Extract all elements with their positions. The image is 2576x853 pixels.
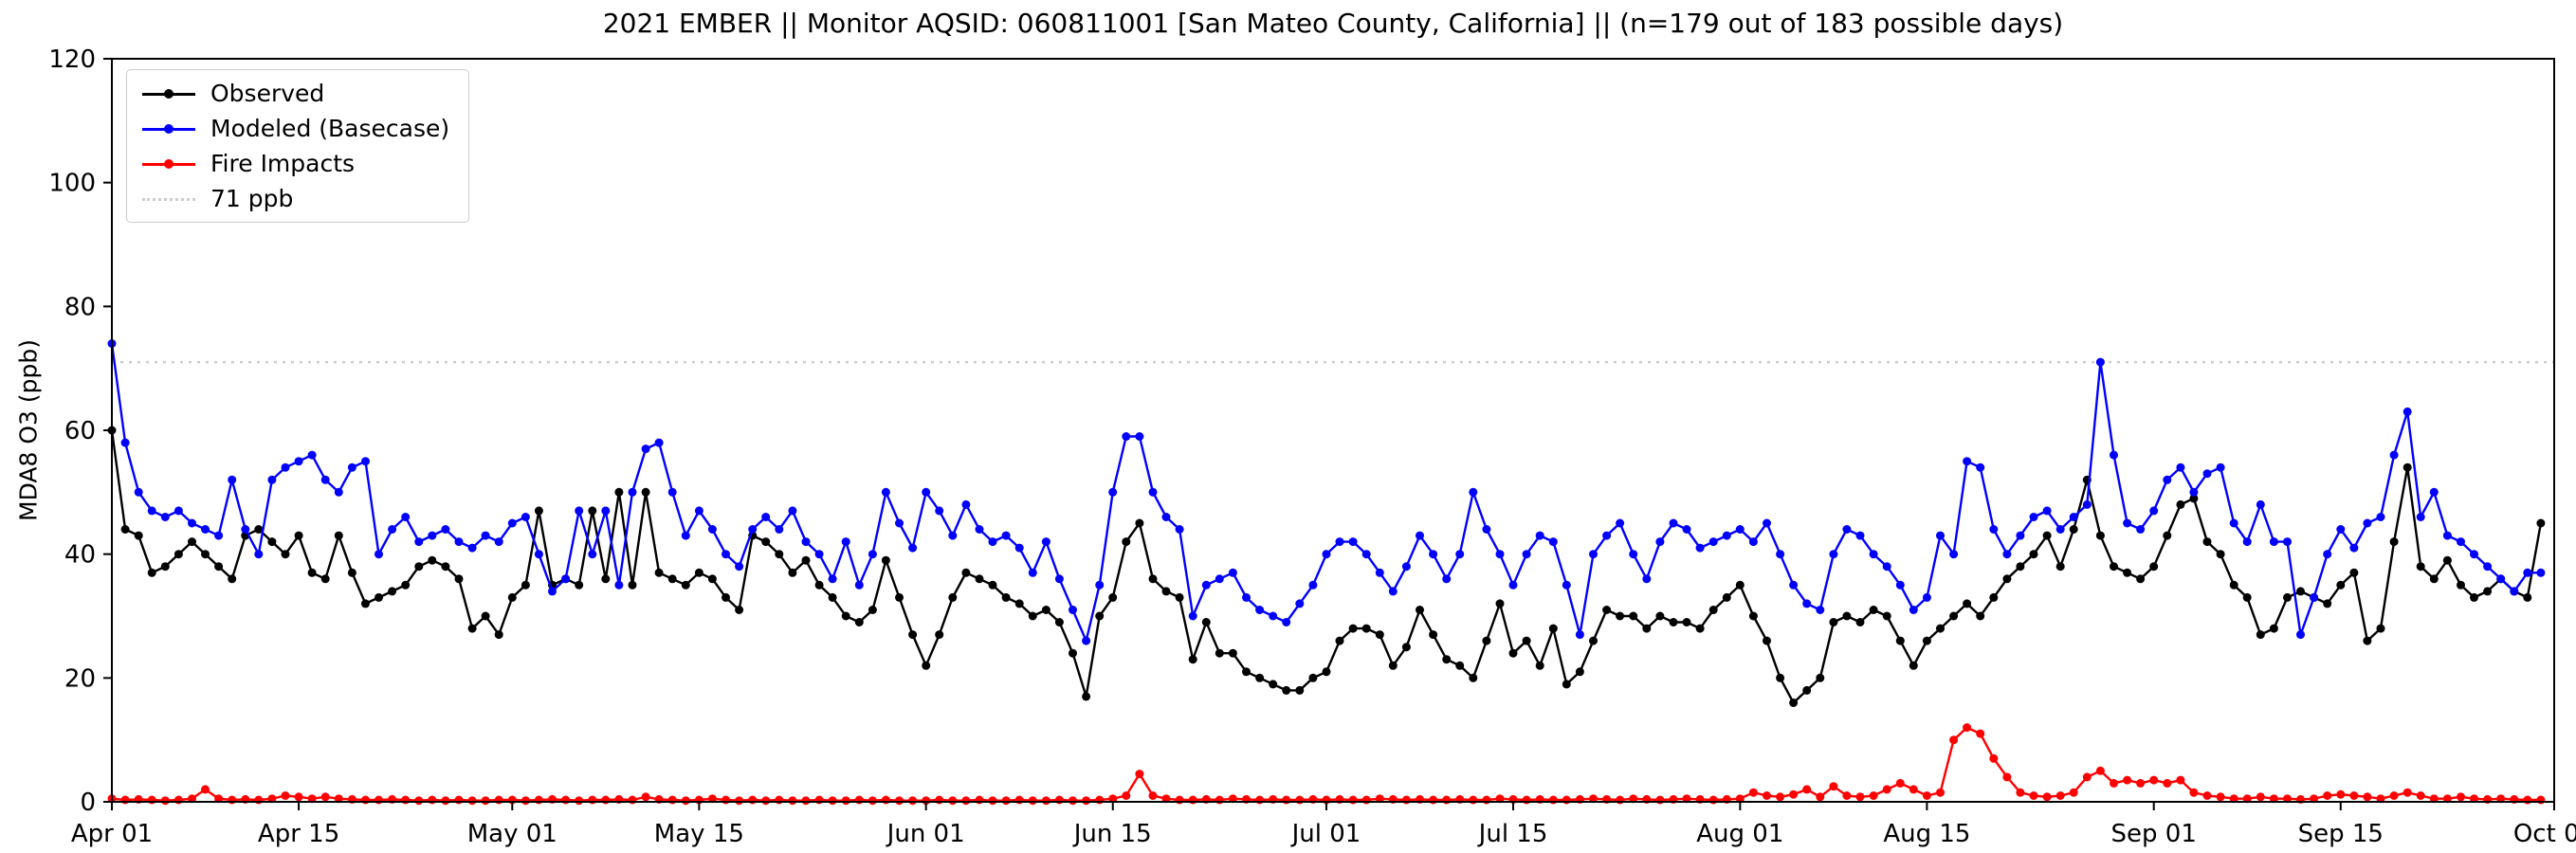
x-tick-label: Sep 15 bbox=[2298, 820, 2384, 848]
x-tick-label: Apr 15 bbox=[258, 820, 339, 848]
legend-item-fire: Fire Impacts bbox=[142, 152, 449, 175]
y-tick-label: 40 bbox=[64, 541, 96, 570]
x-tick-label: Apr 01 bbox=[71, 820, 153, 848]
chart-title: 2021 EMBER || Monitor AQSID: 060811001 [… bbox=[602, 8, 2064, 39]
x-tick-label: Jun 15 bbox=[1072, 820, 1152, 848]
legend-label-threshold: 71 ppb bbox=[210, 185, 294, 212]
x-tick-label: Aug 15 bbox=[1883, 820, 1970, 848]
threshold-line-sample bbox=[142, 193, 195, 205]
x-tick-label: May 15 bbox=[654, 820, 744, 848]
y-tick-label: 60 bbox=[64, 417, 96, 445]
plot-frame bbox=[111, 58, 2555, 803]
observed-line-sample bbox=[142, 88, 195, 100]
x-tick-label: May 01 bbox=[467, 820, 557, 848]
y-tick-label: 0 bbox=[80, 789, 96, 817]
modeled-line-sample bbox=[142, 123, 195, 135]
legend-item-threshold: 71 ppb bbox=[142, 187, 449, 210]
y-tick-label: 100 bbox=[48, 170, 96, 198]
x-tick-label: Jul 15 bbox=[1477, 820, 1548, 848]
x-tick-label: Aug 01 bbox=[1696, 820, 1783, 848]
y-tick-label: 20 bbox=[64, 664, 96, 693]
fire-line-sample bbox=[142, 158, 195, 170]
x-tick-label: Oct 01 bbox=[2513, 820, 2576, 848]
x-tick-label: Jun 01 bbox=[886, 820, 965, 848]
y-tick-label: 80 bbox=[64, 293, 96, 321]
legend-item-observed: Observed bbox=[142, 82, 449, 105]
x-tick-label: Sep 01 bbox=[2111, 820, 2197, 848]
series-line-1 bbox=[110, 343, 2541, 643]
legend-item-modeled: Modeled (Basecase) bbox=[142, 117, 449, 140]
x-tick-label: Jul 01 bbox=[1290, 820, 1361, 848]
series-line-2 bbox=[111, 726, 2541, 802]
legend-label-observed: Observed bbox=[210, 80, 325, 107]
legend: Observed Modeled (Basecase) Fire Impacts… bbox=[126, 69, 470, 223]
y-tick-label: 120 bbox=[48, 45, 96, 74]
legend-label-modeled: Modeled (Basecase) bbox=[210, 115, 450, 142]
legend-label-fire: Fire Impacts bbox=[210, 150, 356, 177]
